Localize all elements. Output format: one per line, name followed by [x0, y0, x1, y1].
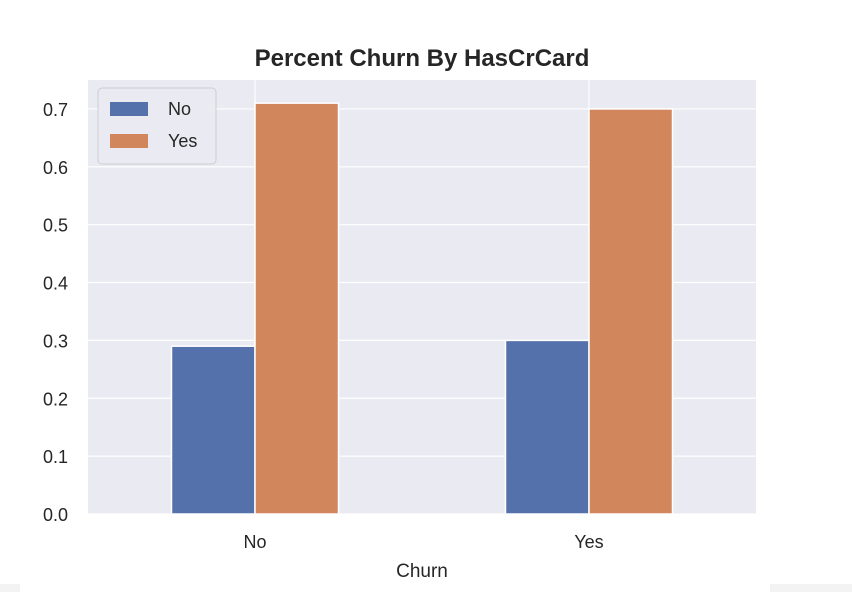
x-tick-label: Yes — [574, 532, 603, 552]
y-tick-label: 0.2 — [43, 389, 68, 409]
y-tick-label: 0.1 — [43, 447, 68, 467]
bar-no-yes — [504, 339, 590, 515]
legend[interactable]: No Yes — [97, 87, 217, 165]
x-axis-label: Churn — [396, 561, 448, 582]
legend-swatch-yes — [110, 134, 148, 148]
legend-label-no: No — [168, 99, 191, 119]
bottom-strip-right — [770, 584, 852, 592]
y-tick-label: 0.3 — [43, 331, 68, 351]
bar-yes-yes — [588, 108, 674, 515]
bottom-strip-left — [0, 584, 20, 592]
chart-title: Percent Churn By HasCrCard — [255, 45, 590, 72]
y-tick-label: 0.4 — [43, 274, 68, 294]
y-tick-label: 0.7 — [43, 100, 68, 120]
x-tick-label: No — [243, 532, 266, 552]
legend-swatch-no — [110, 102, 148, 116]
y-tick-label: 0.5 — [43, 216, 68, 236]
legend-box — [97, 87, 217, 165]
bar-yes-no — [254, 102, 340, 515]
y-tick-label: 0.0 — [43, 505, 68, 525]
bar-no-no — [170, 345, 256, 515]
y-tick-label: 0.6 — [43, 158, 68, 178]
tick-labels: No Yes 0.0 0.1 0.2 0.3 0.4 0.5 0.6 0.7 — [43, 100, 604, 552]
bars — [170, 102, 674, 515]
legend-label-yes: Yes — [168, 131, 197, 151]
